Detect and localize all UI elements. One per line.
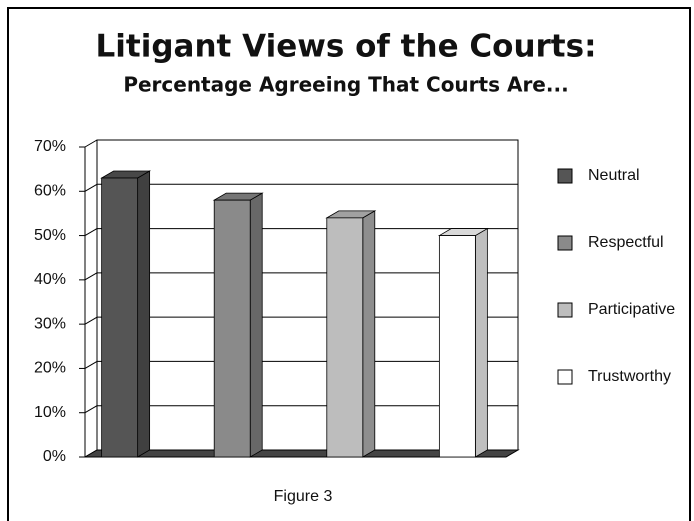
bar-side xyxy=(249,192,263,458)
legend-swatch xyxy=(557,302,573,318)
grid-line xyxy=(84,360,98,369)
legend-label: Trustworthy xyxy=(588,368,671,385)
frame xyxy=(7,7,691,521)
bar xyxy=(326,217,364,458)
legend-swatch xyxy=(557,168,573,184)
grid-line xyxy=(84,228,98,237)
y-tick-label: 20% xyxy=(34,360,66,377)
chart-subtitle: Percentage Agreeing That Courts Are... xyxy=(123,73,568,97)
bar-side xyxy=(474,227,488,458)
grid-line xyxy=(84,405,98,414)
y-tick-label: 70% xyxy=(34,138,66,155)
floor xyxy=(83,449,520,458)
grid-line xyxy=(84,316,98,325)
legend-swatch xyxy=(557,369,573,385)
grid-line xyxy=(84,139,98,148)
bar-side xyxy=(137,170,151,458)
grid-line xyxy=(84,183,98,192)
y-tick-label: 0% xyxy=(43,448,66,465)
chart-title: Litigant Views of the Courts: xyxy=(96,29,597,65)
legend-label: Respectful xyxy=(588,234,664,251)
legend-label: Participative xyxy=(588,301,675,318)
legend-swatch xyxy=(557,235,573,251)
y-tick-label: 40% xyxy=(34,271,66,288)
caption: Figure 3 xyxy=(274,488,333,505)
legend-label: Neutral xyxy=(588,167,640,184)
y-tick-label: 60% xyxy=(34,183,66,200)
bar xyxy=(101,177,139,458)
y-tick-label: 10% xyxy=(34,404,66,421)
y-tick-label: 30% xyxy=(34,315,66,332)
bar xyxy=(438,235,476,458)
bar-side xyxy=(362,210,376,458)
y-tick-label: 50% xyxy=(34,227,66,244)
bar xyxy=(213,199,251,458)
grid-line xyxy=(84,272,98,281)
